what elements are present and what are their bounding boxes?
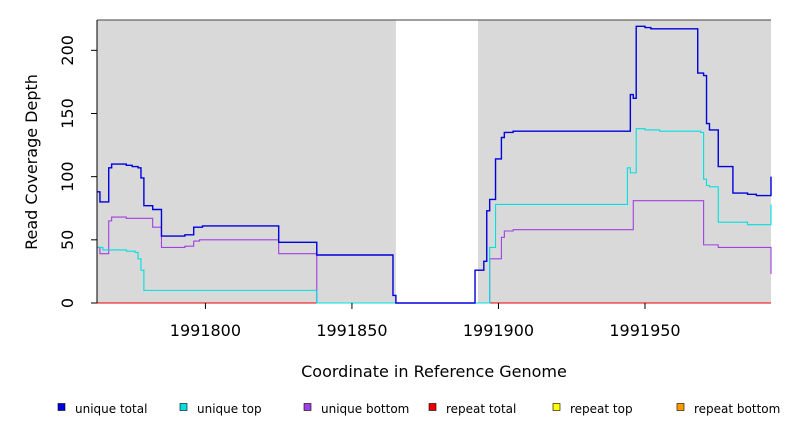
legend-label: unique top [197, 402, 262, 416]
legend-item-unique-total: unique total [57, 402, 147, 416]
x-tick-label: 1991800 [170, 321, 241, 340]
legend-swatch [676, 403, 685, 411]
legend-item-repeat-top: repeat top [552, 402, 633, 416]
y-tick-label: 100 [58, 161, 77, 192]
legend-swatch [552, 403, 561, 411]
legend-item-repeat-bottom: repeat bottom [676, 402, 780, 416]
plot-background [97, 20, 771, 303]
legend-item-repeat-total: repeat total [428, 402, 516, 416]
legend-item-unique-bottom: unique bottom [303, 402, 409, 416]
legend-item-unique-top: unique top [179, 402, 262, 416]
y-axis-title: Read Coverage Depth [22, 74, 41, 250]
x-tick-label: 1991900 [463, 321, 534, 340]
y-tick-label: 200 [58, 35, 77, 66]
legend-label: repeat bottom [694, 402, 780, 416]
shaded-region-2 [477, 20, 771, 303]
legend-swatch [179, 403, 188, 411]
x-axis-title: Coordinate in Reference Genome [301, 362, 567, 381]
legend-swatch [303, 403, 312, 411]
y-tick-label: 50 [58, 230, 77, 250]
y-tick-label: 150 [58, 98, 77, 129]
series-line-unique-top [97, 128, 772, 304]
x-tick-label: 1991950 [609, 321, 680, 340]
series-line-unique-total [97, 25, 772, 304]
y-tick-label: 0 [58, 298, 77, 308]
series-line-unique-bottom [97, 200, 772, 304]
legend-swatch [57, 403, 66, 411]
legend-swatch [428, 403, 437, 411]
axes: 0 50 100 150 200 1991800 1991850 1991900 1991950 [58, 20, 681, 340]
legend-label: repeat total [446, 402, 516, 416]
x-tick-label: 1991850 [316, 321, 387, 340]
legend-label: unique total [75, 402, 147, 416]
legend: unique total unique top unique bottom repea… [57, 402, 780, 416]
legend-label: repeat top [570, 402, 633, 416]
legend-label: unique bottom [321, 402, 409, 416]
shaded-region-1 [97, 20, 396, 303]
series-lines [97, 25, 772, 304]
